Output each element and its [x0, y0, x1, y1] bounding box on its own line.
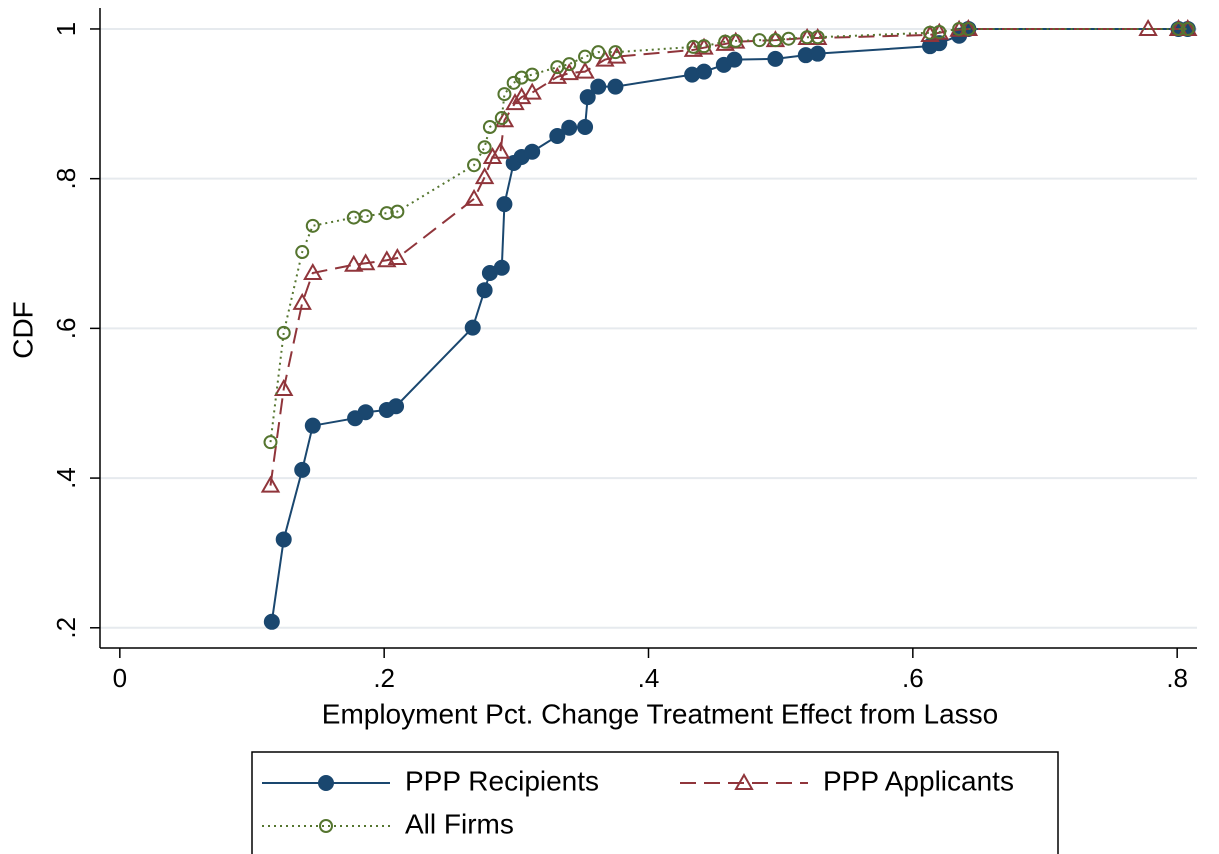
marker: [260, 475, 281, 493]
marker: [305, 218, 320, 233]
y-axis-title: CDF: [7, 301, 38, 359]
marker: [276, 325, 291, 340]
marker: [344, 254, 364, 272]
marker: [810, 30, 825, 45]
marker: [562, 57, 577, 72]
marker: [800, 30, 815, 45]
marker: [304, 417, 321, 434]
marker: [275, 531, 292, 548]
marker: [578, 49, 593, 64]
marker: [686, 39, 701, 54]
marker: [961, 21, 976, 36]
marker: [355, 253, 376, 271]
marker: [494, 111, 509, 126]
x-tick-label: 0: [113, 663, 127, 693]
marker: [768, 33, 783, 48]
y-tick-label: .6: [51, 318, 81, 340]
series-line: [269, 27, 1188, 443]
y-tick-label: 1: [51, 22, 81, 36]
marker: [524, 143, 541, 160]
marker: [295, 245, 310, 260]
marker: [559, 63, 579, 81]
x-tick-label: .6: [902, 663, 924, 693]
marker: [575, 61, 595, 79]
marker: [474, 167, 495, 185]
legend: PPP Recipients PPP Applicants All Firms: [251, 751, 1059, 854]
marker: [525, 67, 540, 82]
marker: [577, 119, 594, 136]
marker: [952, 21, 967, 36]
marker: [591, 45, 606, 60]
marker: [294, 461, 311, 478]
x-tick-label: .8: [1166, 663, 1188, 693]
marker: [608, 45, 623, 60]
y-tick-label: .2: [51, 617, 81, 639]
legend-box: [251, 751, 1059, 854]
marker: [697, 39, 712, 54]
marker: [263, 613, 280, 630]
marker: [493, 259, 510, 276]
marker: [726, 51, 743, 68]
marker: [476, 282, 493, 299]
marker: [482, 146, 503, 164]
marker: [767, 50, 784, 67]
y-tick-label: .4: [51, 467, 81, 489]
marker: [379, 206, 394, 221]
marker: [781, 31, 796, 46]
marker: [387, 247, 408, 266]
legend-marker: [318, 775, 334, 791]
marker: [358, 209, 373, 224]
marker: [390, 204, 405, 219]
marker: [809, 45, 826, 62]
marker: [303, 262, 323, 280]
marker: [505, 93, 525, 111]
marker: [292, 292, 312, 310]
marker: [923, 25, 938, 40]
x-tick-label: .4: [638, 663, 660, 693]
marker: [561, 119, 578, 136]
x-axis-title: Employment Pct. Change Treatment Effect …: [322, 698, 998, 729]
marker: [522, 82, 542, 100]
marker: [932, 24, 947, 39]
legend-label: All Firms: [405, 808, 514, 839]
marker: [752, 33, 767, 48]
marker: [1171, 21, 1186, 36]
y-tick-label: .8: [51, 168, 81, 190]
marker: [482, 120, 497, 135]
series-line: [269, 27, 1188, 486]
marker: [263, 435, 278, 450]
marker: [579, 89, 596, 106]
marker: [590, 78, 607, 95]
marker: [683, 39, 704, 57]
legend-marker: [734, 772, 754, 790]
legend-label: PPP Recipients: [405, 765, 599, 796]
marker: [273, 378, 294, 397]
marker: [728, 33, 743, 48]
marker: [377, 250, 397, 268]
marker: [1180, 21, 1195, 36]
marker: [477, 140, 492, 155]
series-line: [270, 27, 1188, 622]
marker: [607, 78, 624, 95]
marker: [464, 188, 484, 206]
marker: [718, 34, 733, 49]
marker: [464, 319, 481, 336]
marker: [549, 128, 566, 144]
marker: [497, 87, 512, 102]
marker: [388, 398, 405, 415]
marker: [490, 141, 511, 159]
marker: [467, 158, 482, 173]
marker: [547, 66, 568, 84]
legend-marker: [319, 819, 333, 833]
x-tick-label: .2: [373, 663, 395, 693]
legend-label: PPP Applicants: [823, 765, 1014, 796]
marker: [696, 63, 713, 80]
marker: [496, 196, 513, 213]
marker: [357, 404, 374, 421]
